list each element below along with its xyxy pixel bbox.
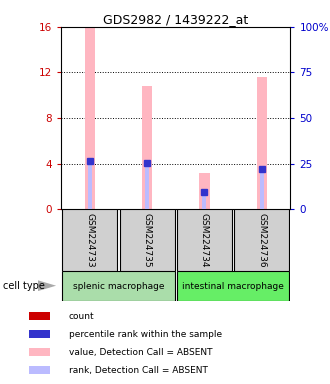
Text: GSM224735: GSM224735: [143, 213, 151, 267]
Text: rank, Detection Call = ABSENT: rank, Detection Call = ABSENT: [69, 366, 208, 375]
Text: GSM224734: GSM224734: [200, 213, 209, 267]
Bar: [260, 169, 264, 209]
Bar: [234, 209, 289, 271]
Text: splenic macrophage: splenic macrophage: [73, 281, 164, 291]
Polygon shape: [38, 280, 56, 291]
Bar: [29, 366, 50, 374]
Bar: [62, 271, 175, 301]
Bar: [84, 27, 95, 209]
Bar: [62, 209, 117, 271]
Text: intestinal macrophage: intestinal macrophage: [182, 281, 284, 291]
Text: value, Detection Call = ABSENT: value, Detection Call = ABSENT: [69, 348, 212, 357]
Bar: [145, 162, 149, 209]
Bar: [177, 271, 289, 301]
Text: count: count: [69, 312, 94, 321]
Text: GSM224733: GSM224733: [85, 213, 94, 267]
Bar: [119, 209, 175, 271]
Bar: [199, 173, 210, 209]
Bar: [88, 161, 92, 209]
Bar: [29, 330, 50, 338]
Text: cell type: cell type: [3, 281, 45, 291]
Bar: [256, 77, 267, 209]
Bar: [142, 86, 152, 209]
Bar: [202, 192, 206, 209]
Text: GSM224736: GSM224736: [257, 213, 266, 267]
Bar: [29, 348, 50, 356]
Title: GDS2982 / 1439222_at: GDS2982 / 1439222_at: [103, 13, 248, 26]
Bar: [177, 209, 232, 271]
Bar: [29, 313, 50, 320]
Text: percentile rank within the sample: percentile rank within the sample: [69, 329, 222, 339]
